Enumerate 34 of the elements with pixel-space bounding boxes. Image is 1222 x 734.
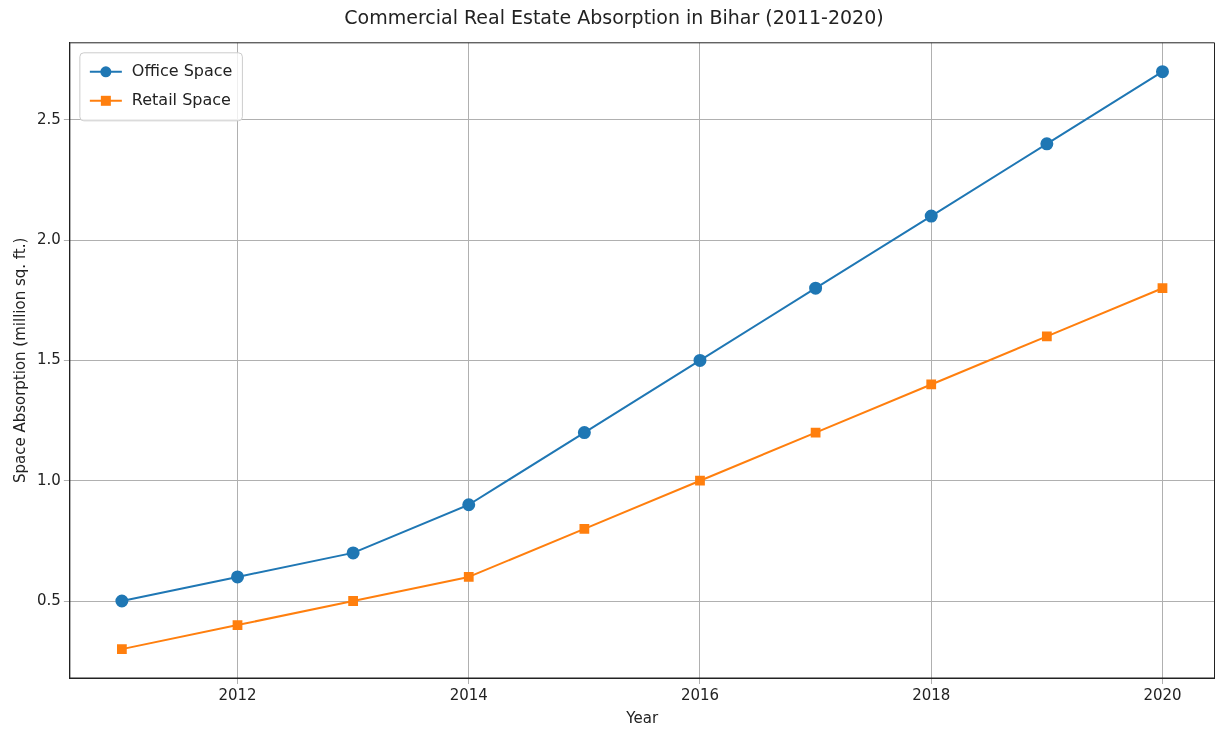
x-tick-label: 2018	[912, 685, 951, 704]
point	[1041, 331, 1052, 342]
point	[348, 596, 359, 606]
point	[695, 475, 705, 486]
legend-label: Retail Space	[131, 89, 231, 109]
point	[115, 594, 129, 608]
y-tick-label: 2.0	[37, 229, 61, 248]
point	[1157, 283, 1168, 294]
point	[579, 523, 590, 534]
x-tick-label: 2016	[680, 685, 720, 704]
legend-label: Office Space	[131, 60, 233, 80]
point	[577, 426, 591, 440]
y-tick-label: 1.5	[37, 350, 61, 369]
x-tick-label: 2014	[449, 685, 488, 704]
point	[117, 644, 127, 655]
point	[463, 572, 474, 582]
x-tick-label: 2012	[218, 685, 257, 704]
point	[346, 546, 360, 560]
y-axis-title: Space Absorption (million sq. ft.)	[10, 237, 29, 484]
point	[809, 281, 823, 295]
point	[462, 498, 476, 512]
y-tick-label: 1.0	[37, 470, 61, 489]
point	[926, 379, 937, 390]
chart-title: Commercial Real Estate Absorption in Bihar (2011-2020)	[344, 6, 884, 29]
point	[1040, 137, 1054, 151]
y-tick-label: 0.5	[37, 590, 61, 609]
y-tick-label: 2.5	[37, 109, 61, 128]
x-axis-title: Year	[625, 708, 659, 727]
point	[1155, 65, 1169, 79]
point	[231, 570, 245, 584]
x-tick-label: 2020	[1143, 685, 1182, 704]
point	[924, 209, 938, 223]
point	[232, 620, 243, 630]
point	[693, 353, 707, 367]
